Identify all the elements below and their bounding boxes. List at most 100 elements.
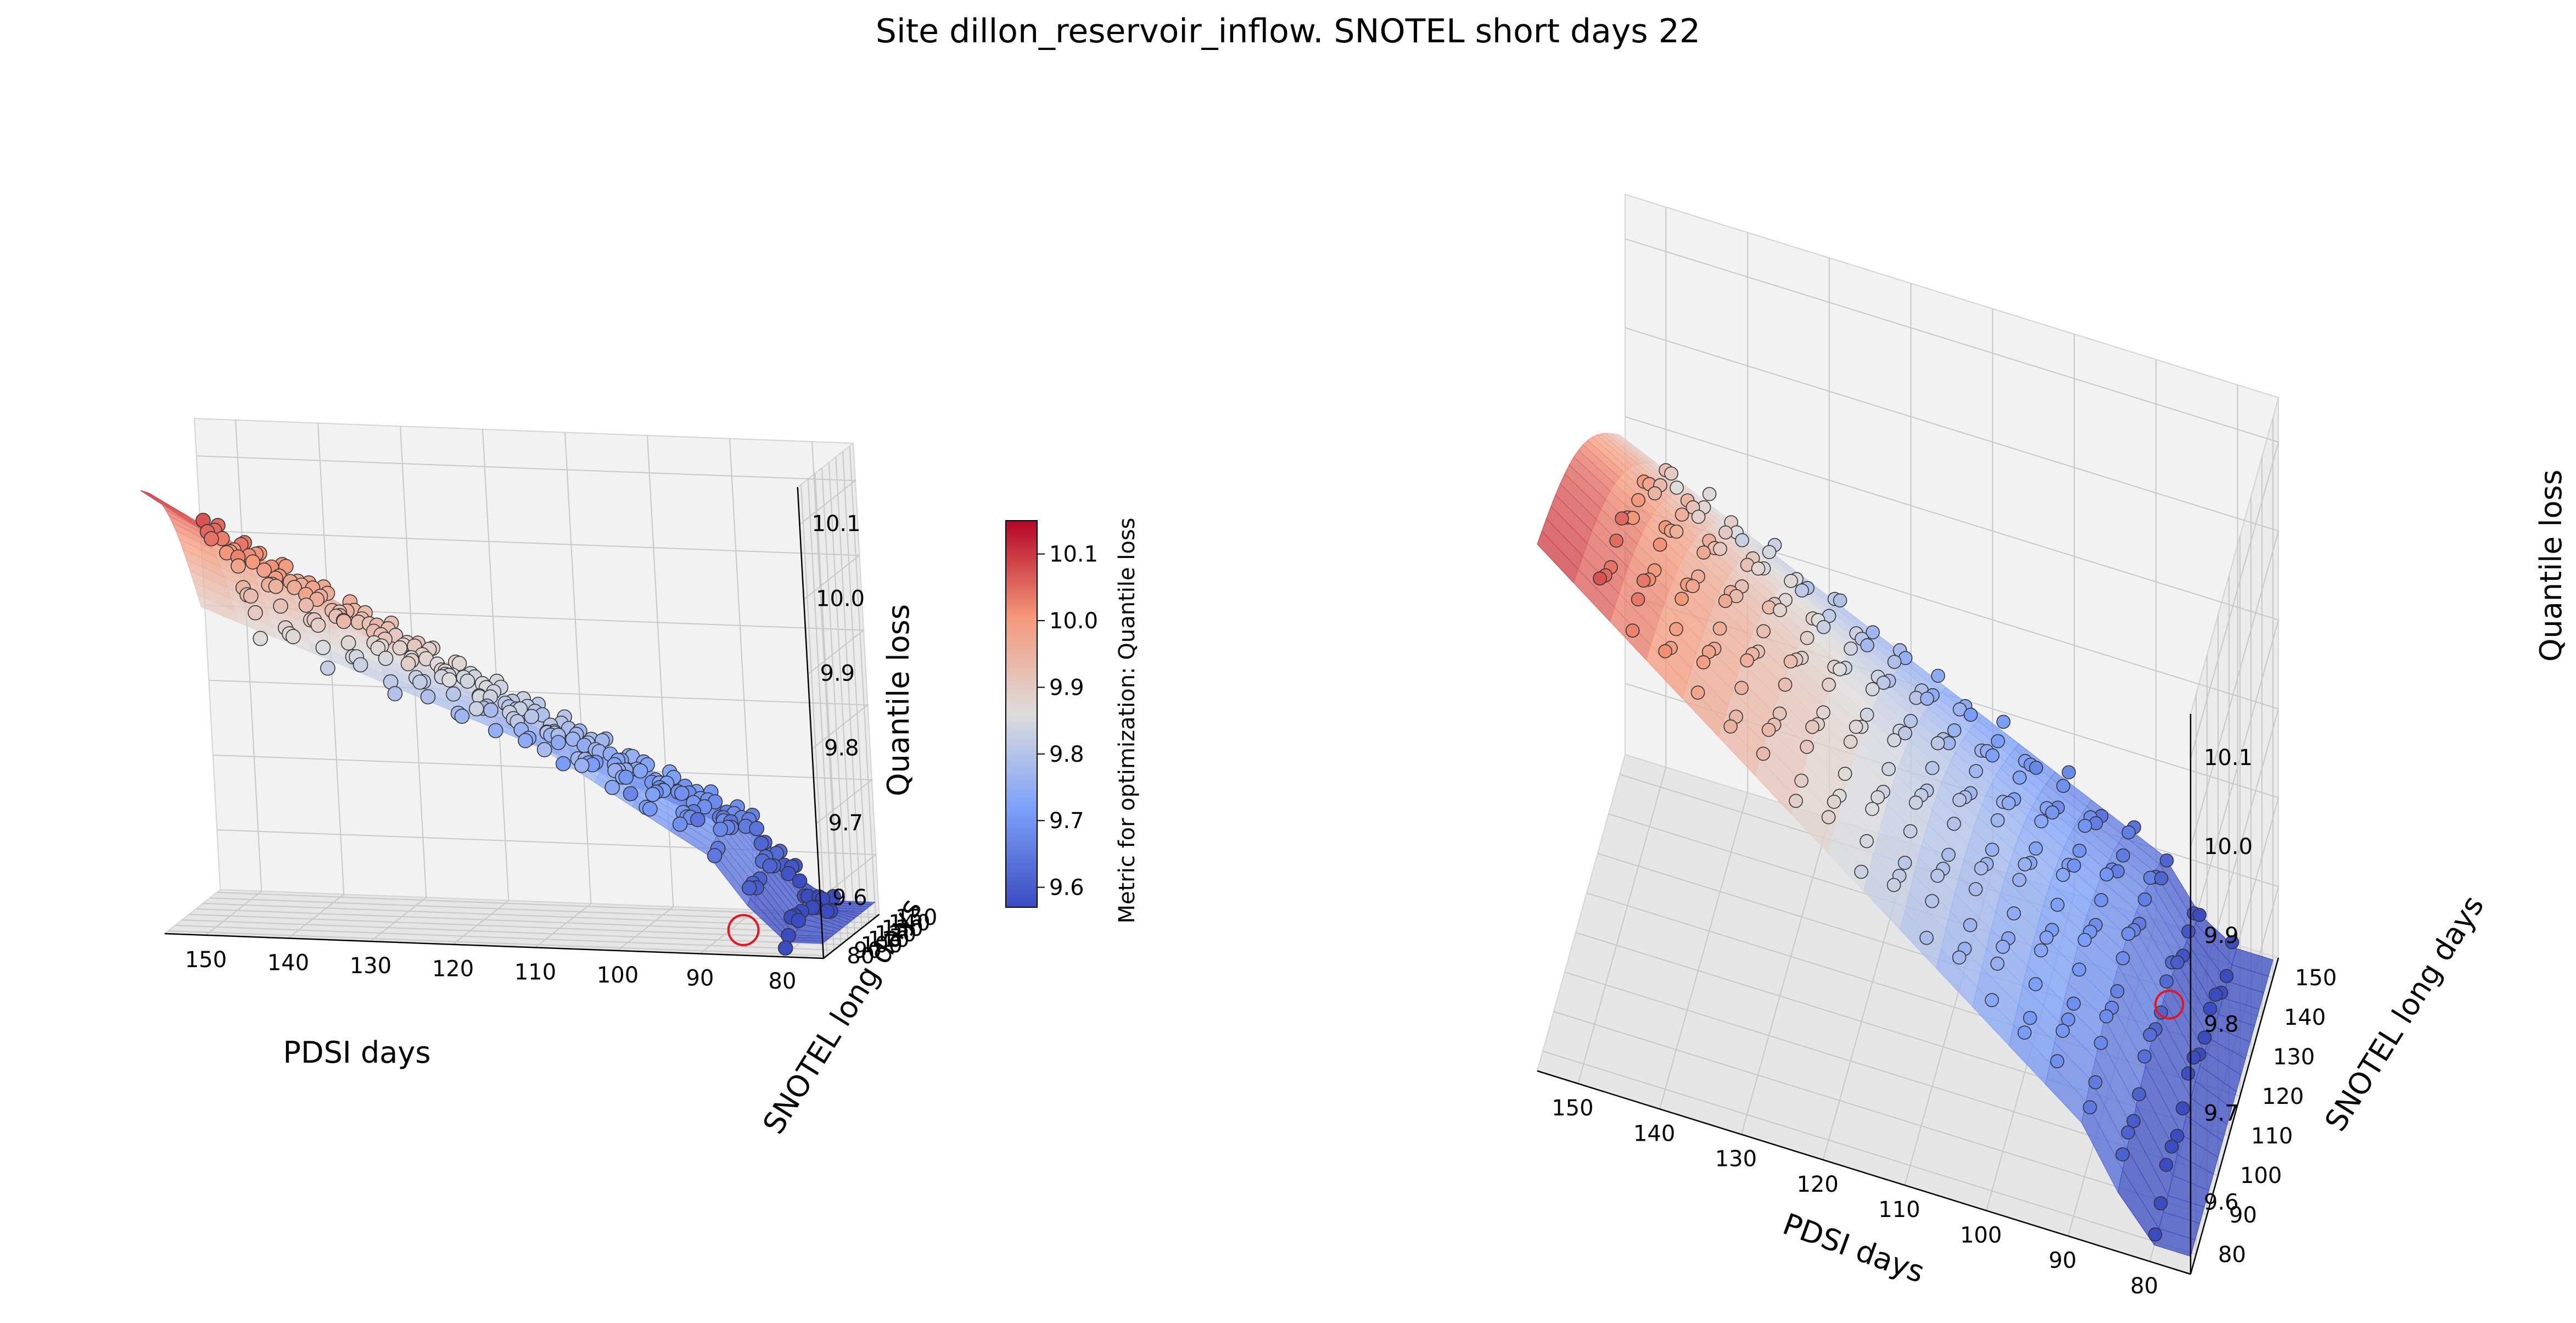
scatter-point: [2153, 1196, 2168, 1210]
scatter-point: [231, 558, 246, 574]
scatter-point: [2192, 908, 2207, 922]
scatter-point: [2121, 825, 2136, 840]
scatter-point: [707, 848, 723, 863]
y-tick-label: 150: [2295, 965, 2337, 991]
scatter-point: [2029, 761, 2043, 775]
scatter-point: [1903, 714, 1918, 728]
scatter-point: [713, 822, 729, 837]
z-tick-label: 9.6: [832, 885, 867, 911]
scatter-point: [781, 866, 796, 881]
scatter-point: [2088, 1075, 2103, 1090]
x-tick-label: 150: [1552, 1096, 1593, 1121]
scatter-point: [320, 660, 335, 676]
scatter-point: [1985, 993, 1999, 1007]
scatter-point: [1897, 856, 1912, 870]
chart-title: Site dillon_reservoir_inflow. SNOTEL sho…: [875, 12, 1701, 51]
scatter-point: [1969, 764, 1983, 778]
scatter-point: [1778, 677, 1793, 692]
y-tick-label: 90: [854, 938, 882, 963]
scatter-point: [2029, 841, 2043, 856]
scatter-point: [1816, 705, 1830, 719]
scatter-point: [1876, 676, 1891, 690]
scatter-point: [2077, 933, 2092, 947]
scatter-point: [243, 588, 259, 604]
scatter-point: [1762, 545, 1777, 560]
scatter-point: [742, 880, 757, 896]
x-tick-label: 130: [350, 953, 391, 979]
scatter-point: [1865, 682, 1880, 696]
scatter-point: [1631, 592, 1645, 607]
colorbar-tick-label: 9.6: [1049, 875, 1084, 901]
scatter-point: [2186, 1050, 2201, 1065]
scatter-point: [632, 763, 648, 779]
scatter-point: [645, 786, 660, 802]
scatter-point: [1887, 655, 1902, 669]
scatter-point: [618, 769, 634, 785]
scatter-point: [2181, 1067, 2196, 1081]
scatter-point: [1974, 861, 1989, 875]
grid-line: [370, 426, 427, 942]
y-tick-label: 80: [2218, 1242, 2246, 1268]
scatter-point: [2115, 951, 2130, 965]
scatter-point: [1658, 644, 1672, 658]
scatter-point: [749, 820, 765, 836]
scatter-point: [1930, 868, 1945, 883]
scatter-point: [1805, 719, 1819, 734]
z-axis-label: Quantile loss: [2534, 470, 2568, 662]
scatter-point: [518, 733, 533, 749]
scatter-point: [1827, 795, 1841, 809]
scatter-point: [336, 613, 352, 629]
scatter-point: [2164, 1140, 2179, 1154]
scatter-point: [536, 742, 552, 757]
scatter-point: [287, 580, 302, 595]
scatter-point: [1952, 950, 1967, 965]
scatter-point: [1991, 734, 2005, 749]
scatter-point: [524, 708, 540, 724]
scatter-point: [1866, 625, 1880, 640]
scatter-point: [1865, 802, 1879, 816]
scatter-point: [2012, 873, 2026, 887]
scatter-point: [1843, 734, 1858, 749]
scatter-point: [1952, 792, 1967, 807]
x-axis-line: [1537, 1070, 2191, 1275]
scatter-point: [340, 635, 356, 651]
scatter-point: [400, 656, 416, 672]
scatter-point: [204, 531, 219, 546]
x-axis-label: PDSI days: [283, 1035, 431, 1070]
scatter-point: [2159, 853, 2174, 868]
scatter-point: [2056, 1024, 2070, 1038]
scatter-point: [454, 708, 470, 724]
scatter-point: [690, 812, 705, 828]
scatter-point: [451, 656, 467, 671]
grid-line: [1625, 327, 2280, 848]
scatter-point: [1735, 533, 1749, 548]
scatter-point: [1822, 678, 1836, 692]
scatter-point: [460, 673, 475, 689]
scatter-point: [1886, 878, 1901, 892]
x-tick-label: 110: [1878, 1197, 1920, 1222]
x-tick-label: 100: [597, 963, 639, 988]
scatter-point: [1854, 864, 1868, 879]
scatter-point: [1800, 630, 1815, 645]
grid-line: [1659, 232, 1749, 1109]
back-pane: [194, 417, 880, 916]
y-axis-line: [2189, 957, 2280, 1275]
scatter-point: [1734, 680, 1749, 695]
scatter-point: [1713, 542, 1727, 556]
scatter-point: [792, 873, 808, 889]
z-tick-label: 10.0: [816, 586, 865, 611]
scatter-point: [2034, 943, 2048, 958]
scatter-point: [298, 598, 314, 613]
scatter-point: [2203, 1001, 2217, 1016]
grid-line: [204, 605, 865, 675]
y-tick-label: 110: [2251, 1124, 2293, 1149]
y-tick-label: 120: [2262, 1084, 2304, 1109]
scatter-point: [1985, 842, 2000, 857]
scatter-point: [441, 672, 457, 688]
scatter-point: [1696, 545, 1711, 560]
colorbar-tick-label: 9.7: [1049, 808, 1084, 834]
colorbar-tick-label: 9.9: [1049, 675, 1084, 700]
grid-line: [535, 432, 592, 948]
x-tick-label: 120: [1796, 1172, 1838, 1197]
scatter-point: [2143, 1028, 2157, 1042]
